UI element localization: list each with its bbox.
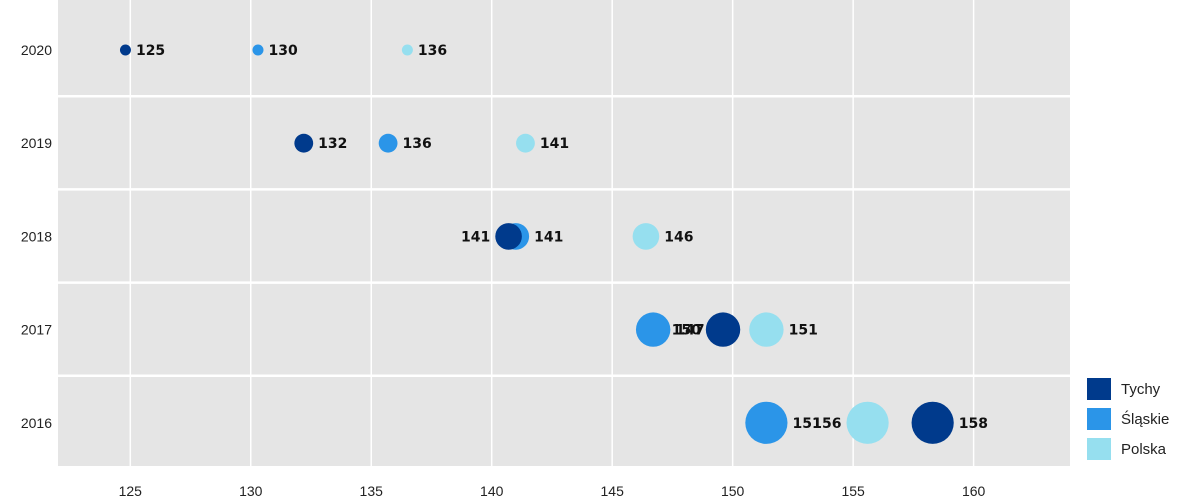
point--l-skie-2020 bbox=[252, 44, 264, 56]
legend-label: Śląskie bbox=[1121, 410, 1169, 428]
point--l-skie-2019 bbox=[378, 133, 398, 153]
x-tick-label: 135 bbox=[360, 483, 384, 499]
legend-swatch-2 bbox=[1087, 438, 1111, 460]
data-label: 141 bbox=[534, 229, 563, 245]
x-tick-label: 130 bbox=[239, 483, 263, 499]
y-tick-label: 2020 bbox=[21, 42, 52, 58]
y-tick-label: 2018 bbox=[21, 228, 52, 244]
point-polska-2019 bbox=[516, 133, 535, 153]
point--l-skie-2016 bbox=[745, 401, 788, 444]
data-label: 136 bbox=[403, 136, 432, 152]
data-label: 141 bbox=[461, 229, 490, 245]
x-axis-ticks: 125 130 135 140 145 150 155 160 bbox=[119, 483, 986, 499]
data-label: 151 bbox=[793, 416, 822, 432]
x-tick-label: 160 bbox=[962, 483, 986, 499]
data-label: 130 bbox=[268, 43, 297, 59]
data-label: 146 bbox=[664, 229, 693, 245]
data-label: 150 bbox=[672, 323, 701, 339]
plot-background bbox=[58, 0, 1070, 466]
data-points bbox=[119, 44, 954, 444]
legend-label: Polska bbox=[1121, 441, 1167, 458]
x-tick-label: 140 bbox=[480, 483, 504, 499]
data-label: 141 bbox=[540, 136, 569, 152]
data-label: 125 bbox=[136, 43, 165, 59]
data-label: 147 bbox=[675, 323, 704, 339]
point-polska-2017 bbox=[749, 312, 784, 347]
point-tychy-2016 bbox=[911, 401, 954, 444]
data-label: 136 bbox=[418, 43, 447, 59]
legend: Tychy Śląskie Polska bbox=[1087, 378, 1169, 460]
x-tick-label: 155 bbox=[841, 483, 865, 499]
point-polska-2016 bbox=[846, 401, 889, 444]
point-polska-2018 bbox=[632, 223, 660, 250]
x-tick-label: 150 bbox=[721, 483, 745, 499]
y-axis-ticks: 2020 2019 2018 2017 2016 bbox=[21, 42, 52, 431]
grid-lines bbox=[58, 0, 1070, 466]
point-polska-2020 bbox=[401, 44, 413, 56]
y-tick-label: 2019 bbox=[21, 135, 52, 151]
y-tick-label: 2017 bbox=[21, 322, 52, 338]
point--l-skie-2017 bbox=[635, 312, 671, 347]
point-tychy-2019 bbox=[294, 133, 314, 153]
x-tick-label: 145 bbox=[601, 483, 625, 499]
legend-label: Tychy bbox=[1121, 381, 1161, 398]
data-label: 158 bbox=[959, 416, 988, 432]
data-label: 132 bbox=[318, 136, 347, 152]
legend-swatch-1 bbox=[1087, 408, 1111, 430]
point-tychy-2017 bbox=[705, 312, 741, 347]
y-tick-label: 2016 bbox=[21, 415, 52, 431]
data-label: 151 bbox=[789, 323, 818, 339]
point-tychy-2018 bbox=[495, 223, 522, 250]
legend-swatch-0 bbox=[1087, 378, 1111, 400]
data-label: 156 bbox=[812, 416, 841, 432]
x-tick-label: 125 bbox=[119, 483, 143, 499]
point-tychy-2020 bbox=[119, 44, 131, 56]
